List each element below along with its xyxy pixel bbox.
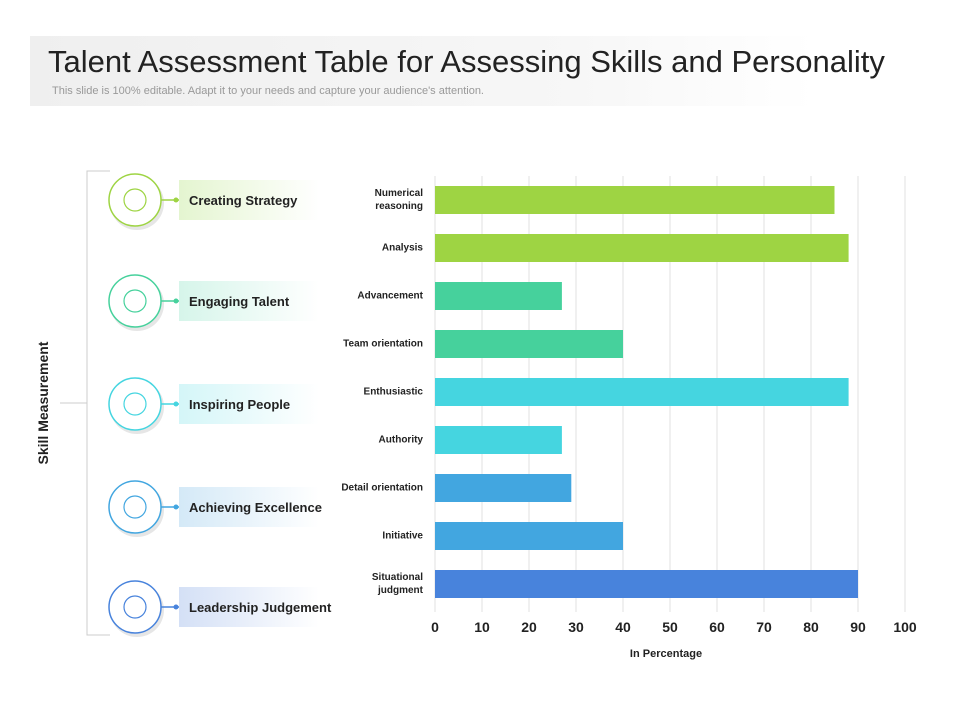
icon bbox=[123, 595, 147, 619]
x-tick-label: 10 bbox=[474, 619, 490, 635]
icon bbox=[123, 392, 147, 416]
category-label: Detail orientation bbox=[341, 482, 423, 494]
x-tick-label: 30 bbox=[568, 619, 584, 635]
category-label: Enthusiastic bbox=[363, 386, 423, 398]
connector-dot bbox=[173, 298, 179, 304]
title: Talent Assessment Table for Assessing Sk… bbox=[48, 44, 885, 79]
bar bbox=[435, 474, 572, 502]
category-label: Numerical reasoning bbox=[374, 188, 423, 212]
x-tick-label: 40 bbox=[615, 619, 631, 635]
icon bbox=[123, 188, 147, 212]
bar bbox=[435, 282, 562, 310]
panel-axis-title: Skill Measurement bbox=[35, 341, 51, 464]
x-axis-title: In Percentage bbox=[630, 648, 702, 660]
x-tick-label: 70 bbox=[756, 619, 772, 635]
icon-circle bbox=[108, 480, 162, 534]
header-band bbox=[30, 36, 815, 106]
bar bbox=[435, 570, 858, 598]
icon-circle bbox=[108, 377, 162, 431]
icon bbox=[123, 289, 147, 313]
icon-circle bbox=[108, 580, 162, 634]
category-label: Advancement bbox=[357, 290, 423, 302]
bar bbox=[435, 426, 562, 454]
category-label: Initiative bbox=[382, 530, 423, 542]
connector-dot bbox=[173, 197, 179, 203]
icon-circle bbox=[108, 274, 162, 328]
item-label: Engaging Talent bbox=[179, 281, 319, 321]
connector-dot bbox=[173, 504, 179, 510]
subtitle: This slide is 100% editable. Adapt it to… bbox=[52, 85, 484, 97]
item-label: Leadership Judgement bbox=[179, 587, 331, 627]
icon-circle bbox=[108, 173, 162, 227]
x-tick-label: 60 bbox=[709, 619, 725, 635]
x-tick-label: 20 bbox=[521, 619, 537, 635]
category-label: Authority bbox=[378, 434, 423, 446]
connector-dot bbox=[173, 401, 179, 407]
item-label: Achieving Excellence bbox=[179, 487, 322, 527]
x-tick-label: 100 bbox=[893, 619, 917, 635]
bar bbox=[435, 522, 623, 550]
connector-dot bbox=[173, 604, 179, 610]
x-tick-label: 80 bbox=[803, 619, 819, 635]
x-tick-label: 90 bbox=[850, 619, 866, 635]
bar bbox=[435, 234, 849, 262]
bracket bbox=[60, 170, 110, 636]
bar bbox=[435, 186, 835, 214]
x-tick-label: 0 bbox=[431, 619, 439, 635]
category-label: Team orientation bbox=[343, 338, 423, 350]
item-label: Creating Strategy bbox=[179, 180, 319, 220]
bar bbox=[435, 378, 849, 406]
x-tick-label: 50 bbox=[662, 619, 678, 635]
category-label: Situational judgment bbox=[371, 572, 423, 596]
item-label: Inspiring People bbox=[179, 384, 319, 424]
icon bbox=[123, 495, 147, 519]
bar bbox=[435, 330, 623, 358]
category-label: Analysis bbox=[381, 242, 423, 254]
